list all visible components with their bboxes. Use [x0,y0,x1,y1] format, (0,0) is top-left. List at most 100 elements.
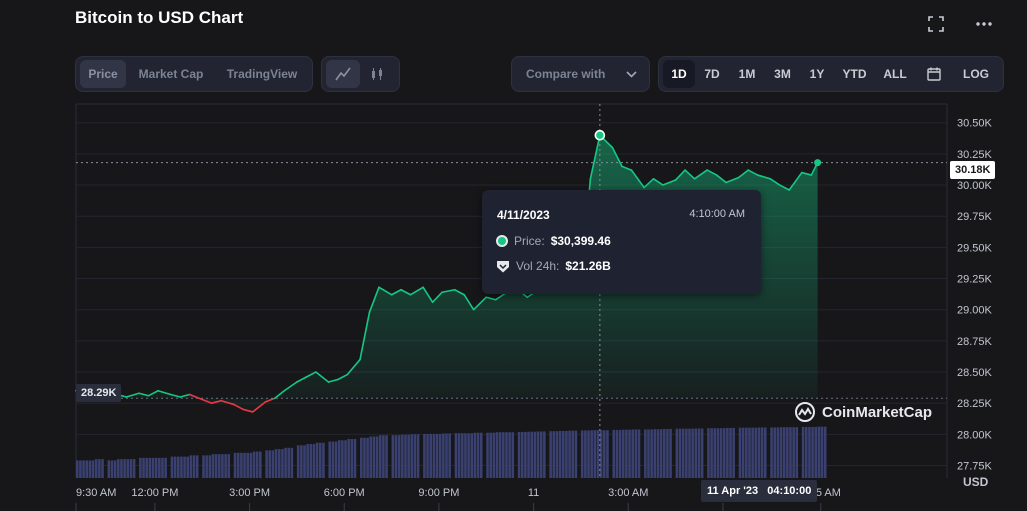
volume-bar [94,459,98,478]
y-tick-label: 27.75K [957,461,993,473]
price-dot-icon [496,235,508,247]
tooltip-date: 4/11/2023 [497,208,550,222]
range-all[interactable]: ALL [883,67,907,81]
volume-bar [274,449,278,478]
volume-bar [205,455,208,478]
volume-bar [186,456,190,478]
price-line-segment [431,291,443,304]
price-line-segment [801,171,813,176]
volume-bar [533,431,537,478]
volume-bar [552,431,556,478]
tab-market-cap[interactable]: Market Cap [138,67,204,81]
chart-type-toggle [321,56,400,92]
volume-bar [729,427,732,478]
volume-bar [615,429,619,478]
volume-bar [779,427,783,478]
price-line-segment [400,288,412,296]
volume-bar [599,430,603,478]
tab-price[interactable]: Price [80,60,126,88]
volume-bar [277,449,281,478]
calendar-icon[interactable] [915,60,953,88]
volume-bar [378,435,382,478]
volume-bar [82,460,85,478]
candlestick-icon[interactable] [360,60,394,88]
expand-icon[interactable] [925,13,947,35]
y-tick-label: 30.50K [957,118,993,130]
crosshair-time-label: 11 Apr '23 04:10:00 [701,480,818,502]
price-line-segment [188,393,204,401]
current-price-tag: 30.18K [950,161,996,179]
volume-bar [757,427,761,478]
price-line-segment [283,381,298,392]
y-tick-label: 29.50K [957,242,993,254]
volume-bar [517,431,521,478]
volume-bar [666,428,669,478]
volume-bar [808,426,811,478]
volume-bar [773,427,776,478]
tab-tradingview[interactable]: TradingView [226,67,298,81]
volume-bar [571,430,575,478]
volume-bar [568,430,571,478]
more-dots-icon[interactable] [973,13,995,35]
compare-with-select[interactable]: Compare with [511,56,650,92]
volume-bar [290,447,294,478]
range-1y[interactable]: 1Y [809,67,825,81]
volume-bar [498,432,502,478]
volume-bar [284,447,287,478]
volume-bar [208,455,212,478]
volume-bar [678,428,682,478]
volume-bar [495,432,499,478]
price-line-segment [674,169,686,181]
volume-bar [647,429,650,478]
price-line-segment [589,134,601,180]
compare-with-label: Compare with [526,67,606,81]
volume-bar [653,429,657,478]
volume-bar [691,428,694,478]
volume-bar [650,429,653,478]
volume-bar [505,432,508,478]
price-line-segment [463,293,475,311]
volume-bar [584,430,587,478]
price-tooltip: 4/11/2023 4:10:00 AM Price: $30,399.46 V… [482,190,761,294]
volume-bar [246,452,249,478]
range-1m[interactable]: 1M [738,67,756,81]
volume-bar [158,457,161,478]
range-7d[interactable]: 7D [704,67,720,81]
volume-bar [249,452,253,478]
volume-bar [470,433,474,478]
price-line-segment [251,401,267,413]
volume-bar [801,426,805,478]
price-line-segment [296,376,308,383]
y-tick-label: 29.25K [957,274,993,286]
price-line-segment [169,393,181,398]
volume-shield-icon [497,260,509,272]
tooltip-vol-row: Vol 24h: $21.26B [496,259,611,273]
y-tick-label: 28.50K [957,367,993,379]
volume-bar [738,427,742,478]
range-3m[interactable]: 3M [774,67,791,81]
price-line-segment [359,311,371,361]
volume-bar [697,428,701,478]
range-ytd[interactable]: YTD [842,67,867,81]
volume-bar [366,437,369,478]
volume-bar [438,433,442,478]
volume-bar [334,441,338,478]
volume-bar [214,454,218,478]
volume-bar [416,434,420,478]
volume-bar [347,439,350,478]
volume-bar [296,445,300,478]
line-chart-icon[interactable] [326,60,360,88]
log-toggle[interactable]: LOG [963,67,989,81]
tooltip-time: 4:10:00 AM [689,208,745,220]
volume-bar [685,428,688,478]
price-line-segment [715,174,727,184]
volume-bar [593,430,597,478]
price-line-segment [315,371,330,383]
volume-bar [442,433,445,478]
open-price-tag: 28.29K [76,384,122,402]
x-tick-label: 9:30 AM [76,487,116,499]
price-line-segment [157,389,172,396]
range-1d[interactable]: 1D [663,60,695,88]
volume-bar [716,428,720,478]
volume-bar [391,435,395,478]
